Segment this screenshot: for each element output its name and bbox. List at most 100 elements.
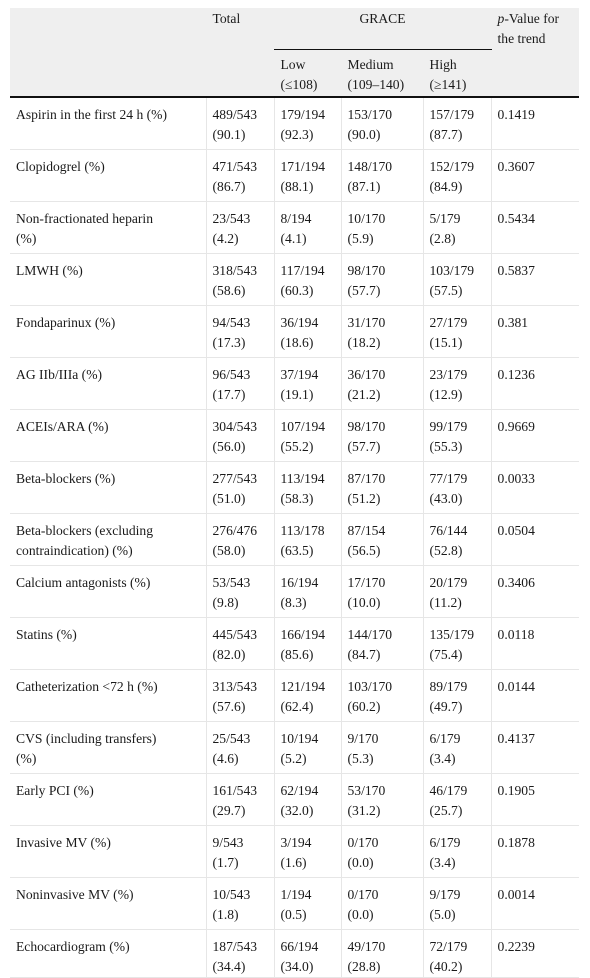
- cell-total: 313/543 (57.6): [205, 669, 274, 722]
- cell-high-line: (87.7): [429, 126, 463, 142]
- cell-pvalue-value: 0.1905: [497, 782, 535, 798]
- cell-medium-line: 36/170: [347, 366, 386, 382]
- cell-high-line: 5/179: [429, 210, 461, 226]
- cell-low-line: 107/194: [280, 418, 326, 434]
- cell-total: 471/543 (86.7): [205, 149, 274, 202]
- header-empty-cell-4: [490, 49, 580, 97]
- cell-low-line: (60.3): [280, 282, 314, 298]
- cell-low-line: (0.5): [280, 906, 307, 922]
- header-pvalue-line2: the trend: [497, 31, 546, 46]
- cell-pvalue-value: 0.5434: [497, 210, 535, 226]
- cell-high: 6/179 (3.4): [422, 825, 492, 878]
- row-label: Calcium antagonists (%): [10, 565, 206, 618]
- cell-medium-line: (5.9): [347, 230, 374, 246]
- row-label: Clopidogrel (%): [10, 149, 206, 202]
- cell-pvalue-value: 0.0504: [497, 522, 535, 538]
- cell-total-line: 10/543: [212, 886, 251, 902]
- cell-total-line: 489/543: [212, 106, 258, 122]
- cell-medium-line: (60.2): [347, 698, 381, 714]
- cell-total-line: 187/543: [212, 938, 258, 954]
- header-empty-cell-3: [205, 49, 274, 97]
- table-row: Early PCI (%) 161/543 (29.7) 62/194 (32.0) 53…: [10, 773, 580, 826]
- cell-low: 36/194 (18.6): [273, 305, 341, 358]
- table-row: Statins (%) 445/543 (82.0) 166/194 (85.6) 144…: [10, 617, 580, 670]
- cell-high: 77/179 (43.0): [422, 461, 492, 514]
- cell-total-line: 94/543: [212, 314, 251, 330]
- cell-high-line: (49.7): [429, 698, 463, 714]
- cell-low: 121/194 (62.4): [273, 669, 341, 722]
- cell-pvalue: 0.0033: [490, 461, 580, 514]
- cell-total-line: (82.0): [212, 646, 246, 662]
- cell-medium-line: 148/170: [347, 158, 393, 174]
- cell-total: 277/543 (51.0): [205, 461, 274, 514]
- cell-low-line: (85.6): [280, 646, 314, 662]
- cell-low: 166/194 (85.6): [273, 617, 341, 670]
- cell-pvalue: 0.381: [490, 305, 580, 358]
- cell-total-line: (57.6): [212, 698, 246, 714]
- cell-total-line: (4.2): [212, 230, 239, 246]
- cell-total: 489/543 (90.1): [205, 96, 274, 150]
- cell-high-line: 77/179: [429, 470, 468, 486]
- cell-pvalue: 0.0144: [490, 669, 580, 722]
- cell-pvalue: 0.0504: [490, 513, 580, 566]
- cell-medium: 10/170 (5.9): [340, 201, 423, 254]
- row-label-line: ACEIs/ARA (%): [16, 418, 109, 434]
- row-label-line: AG IIb/IIIa (%): [16, 366, 103, 382]
- cell-medium: 36/170 (21.2): [340, 357, 423, 410]
- row-label-line: Beta-blockers (excluding: [16, 522, 154, 538]
- cell-total-line: 304/543: [212, 418, 258, 434]
- cell-total-line: (9.8): [212, 594, 239, 610]
- cell-pvalue-value: 0.3406: [497, 574, 535, 590]
- cell-medium-line: (18.2): [347, 334, 381, 350]
- cell-medium: 49/170 (28.8): [340, 929, 423, 978]
- cell-medium-line: 17/170: [347, 574, 386, 590]
- cell-high: 99/179 (55.3): [422, 409, 492, 462]
- cell-medium-line: (87.1): [347, 178, 381, 194]
- cell-high: 9/179 (5.0): [422, 877, 492, 930]
- cell-low-line: (62.4): [280, 698, 314, 714]
- cell-pvalue: 0.4137: [490, 721, 580, 774]
- cell-high: 76/144 (52.8): [422, 513, 492, 566]
- cell-total: 10/543 (1.8): [205, 877, 274, 930]
- cell-medium-line: 0/170: [347, 834, 379, 850]
- row-label: Echocardiogram (%): [10, 929, 206, 978]
- cell-low: 179/194 (92.3): [273, 96, 341, 150]
- cell-pvalue-value: 0.0144: [497, 678, 535, 694]
- cell-high-line: 46/179: [429, 782, 468, 798]
- cell-medium: 31/170 (18.2): [340, 305, 423, 358]
- header-total: Total: [205, 8, 274, 49]
- cell-medium-line: (31.2): [347, 802, 381, 818]
- cell-total-line: (90.1): [212, 126, 246, 142]
- cell-low-line: (92.3): [280, 126, 314, 142]
- cell-medium-line: 87/154: [347, 522, 386, 538]
- cell-pvalue: 0.5434: [490, 201, 580, 254]
- cell-low: 16/194 (8.3): [273, 565, 341, 618]
- row-label: LMWH (%): [10, 253, 206, 306]
- row-label: Early PCI (%): [10, 773, 206, 826]
- cell-high: 152/179 (84.9): [422, 149, 492, 202]
- cell-medium-line: (90.0): [347, 126, 381, 142]
- cell-medium: 0/170 (0.0): [340, 825, 423, 878]
- table-row: Noninvasive MV (%) 10/543 (1.8) 1/194 (0.5) 0…: [10, 877, 580, 930]
- header-medium: Medium (109–140): [340, 49, 423, 97]
- cell-total-line: 96/543: [212, 366, 251, 382]
- cell-high: 157/179 (87.7): [422, 96, 492, 150]
- table-container: Total GRACE p-Value for the trend Low (≤…: [10, 8, 580, 978]
- cell-total-line: 9/543: [212, 834, 244, 850]
- cell-low-line: (63.5): [280, 542, 314, 558]
- cell-medium-line: 10/170: [347, 210, 386, 226]
- cell-pvalue: 0.3607: [490, 149, 580, 202]
- cell-pvalue-value: 0.1878: [497, 834, 535, 850]
- table-row: LMWH (%) 318/543 (58.6) 117/194 (60.3) 98/170…: [10, 253, 580, 306]
- cell-medium-line: (51.2): [347, 490, 381, 506]
- cell-medium: 0/170 (0.0): [340, 877, 423, 930]
- header-low-range: (≤108): [280, 76, 318, 92]
- cell-low-line: (18.6): [280, 334, 314, 350]
- row-label-line: Noninvasive MV (%): [16, 886, 134, 902]
- cell-total-line: 318/543: [212, 262, 258, 278]
- cell-low-line: 36/194: [280, 314, 319, 330]
- cell-medium: 103/170 (60.2): [340, 669, 423, 722]
- cell-medium: 87/154 (56.5): [340, 513, 423, 566]
- row-label-line: Fondaparinux (%): [16, 314, 116, 330]
- cell-total-line: 161/543: [212, 782, 258, 798]
